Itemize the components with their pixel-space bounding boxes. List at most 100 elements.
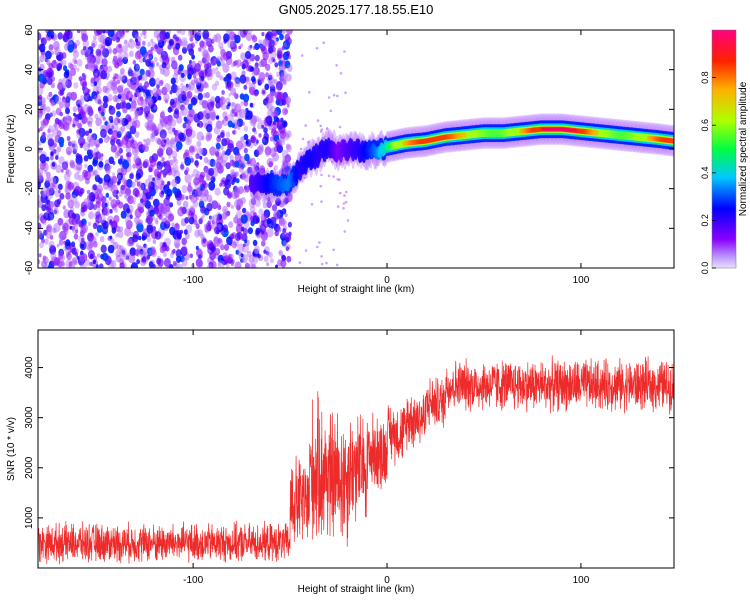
spectrogram-trace-cell [462, 132, 467, 138]
spectrogram-noise-cell [72, 57, 77, 64]
spectrogram-noise-cell [217, 238, 222, 244]
spectrogram-noise-cell [115, 30, 123, 40]
spectrogram-noise-cell [227, 113, 234, 123]
spectrogram-noise-cell [162, 242, 166, 247]
spectrogram-noise-cell [65, 168, 70, 175]
spectrogram-noise-cell [175, 230, 182, 239]
spectrogram-noise-cell [258, 144, 264, 152]
spectrogram-noise-cell [127, 195, 134, 205]
spectrogram-noise-cell [87, 62, 94, 71]
spectrogram-noise-cell [217, 134, 221, 139]
spectrogram-noise-cell [73, 47, 78, 54]
spectrogram-noise-cell [223, 187, 230, 196]
spectrogram-noise-cell [273, 79, 278, 84]
spectrogram-noise-cell [89, 149, 94, 155]
spectrogram-noise-cell [193, 220, 198, 226]
spectrogram-noise-cell [279, 130, 287, 140]
spectrogram-noise-cell [138, 219, 143, 225]
spectrogram-noise-cell [261, 124, 265, 129]
spectrogram-noise-cell [197, 92, 203, 101]
spectrogram-noise-cell [343, 50, 346, 53]
snr-panel: -100 0 100 1000 2000 3000 4000 Height of stra… [6, 329, 675, 595]
spectrogram-noise-cell [154, 171, 162, 181]
spectrogram-noise-cell [158, 80, 164, 87]
spectrogram-noise-cell [163, 252, 167, 257]
spectrogram-noise-cell [107, 93, 113, 102]
spectrogram-noise-cell [92, 184, 97, 191]
spectrogram-noise-cell [63, 71, 70, 79]
spectrogram-y-label: Frequency (Hz) [6, 115, 17, 184]
spectrogram-noise-cell [159, 111, 165, 119]
spectrogram-noise-cell [180, 82, 184, 88]
spectrogram-noise-cell [194, 188, 200, 196]
spectrogram-noise-cell [254, 62, 259, 68]
spectrogram-noise-cell [168, 154, 172, 159]
spectrogram-noise-cell [71, 225, 79, 234]
spectrogram-noise-cell [150, 46, 154, 52]
spectrogram-noise-cell [137, 206, 142, 212]
spectrogram-noise-cell [110, 259, 117, 268]
spectrogram-noise-cell [95, 78, 102, 88]
spectrogram-noise-cell [285, 133, 290, 139]
spectrogram-x-tick-label: 100 [573, 275, 590, 286]
spectrogram-noise-cell [234, 78, 241, 88]
spectrogram-noise-cell [276, 71, 281, 78]
spectrogram-noise-cell [197, 229, 203, 237]
spectrogram-noise-cell [250, 198, 257, 206]
spectrogram-noise-cell [206, 71, 213, 81]
spectrogram-noise-cell [143, 34, 147, 39]
spectrogram-noise-cell [64, 100, 71, 109]
spectrogram-noise-cell [122, 203, 130, 213]
spectrogram-noise-cell [184, 217, 190, 224]
spectrogram-noise-cell [268, 47, 274, 54]
spectrogram-noise-cell [139, 96, 144, 102]
spectrogram-noise-cell [244, 50, 252, 60]
spectrogram-noise-cell [38, 86, 44, 96]
spectrogram-noise-cell [61, 52, 67, 59]
spectrogram-noise-cell [70, 161, 75, 168]
spectrogram-noise-cell [108, 48, 113, 55]
spectrogram-noise-cell [52, 175, 59, 184]
spectrogram-noise-cell [199, 99, 204, 106]
spectrogram-noise-cell [147, 96, 153, 104]
snr-y-label: SNR (10 * v/v) [6, 417, 17, 481]
spectrogram-noise-cell [152, 264, 156, 268]
spectrogram-noise-cell [174, 176, 181, 184]
spectrogram-noise-cell [214, 187, 221, 196]
spectrogram-noise-cell [109, 235, 113, 240]
spectrogram-noise-cell [118, 43, 122, 49]
spectrogram-noise-cell [162, 173, 167, 178]
spectrogram-noise-cell [57, 82, 64, 91]
spectrogram-noise-cell [269, 90, 276, 99]
spectrogram-noise-cell [39, 233, 45, 240]
spectrogram-noise-cell [97, 206, 101, 212]
spectrogram-noise-cell [265, 63, 271, 71]
spectrogram-noise-cell [131, 106, 136, 112]
spectrogram-noise-cell [39, 109, 43, 114]
spectrogram-noise-cell [184, 173, 192, 184]
spectrogram-noise-cell [98, 177, 103, 184]
spectrogram-noise-cell [42, 192, 47, 199]
spectrogram-noise-cell [38, 101, 43, 106]
spectrogram-noise-cell [270, 224, 274, 229]
spectrogram-noise-cell [158, 184, 163, 190]
spectrogram-noise-cell [57, 217, 64, 226]
spectrogram-noise-cell [281, 59, 286, 64]
spectrogram-noise-cell [38, 140, 42, 146]
spectrogram-noise-cell [78, 220, 84, 228]
spectrogram-noise-cell [39, 241, 45, 249]
spectrogram-noise-cell [50, 34, 54, 39]
spectrogram-noise-cell [242, 141, 247, 148]
spectrogram-noise-cell [128, 81, 135, 90]
spectrogram-noise-cell [194, 229, 201, 238]
spectrogram-noise-cell [234, 103, 242, 113]
spectrogram-noise-cell [249, 205, 256, 213]
spectrogram-noise-cell [208, 215, 212, 220]
spectrogram-noise-cell [320, 262, 324, 266]
spectrogram-noise-cell [38, 170, 42, 179]
spectrogram-noise-cell [93, 95, 98, 101]
spectrogram-noise-cell [126, 43, 130, 48]
spectrogram-noise-cell [284, 233, 292, 243]
spectrogram-noise-cell [67, 44, 74, 53]
spectrogram-y-tick-label: -60 [24, 260, 35, 275]
